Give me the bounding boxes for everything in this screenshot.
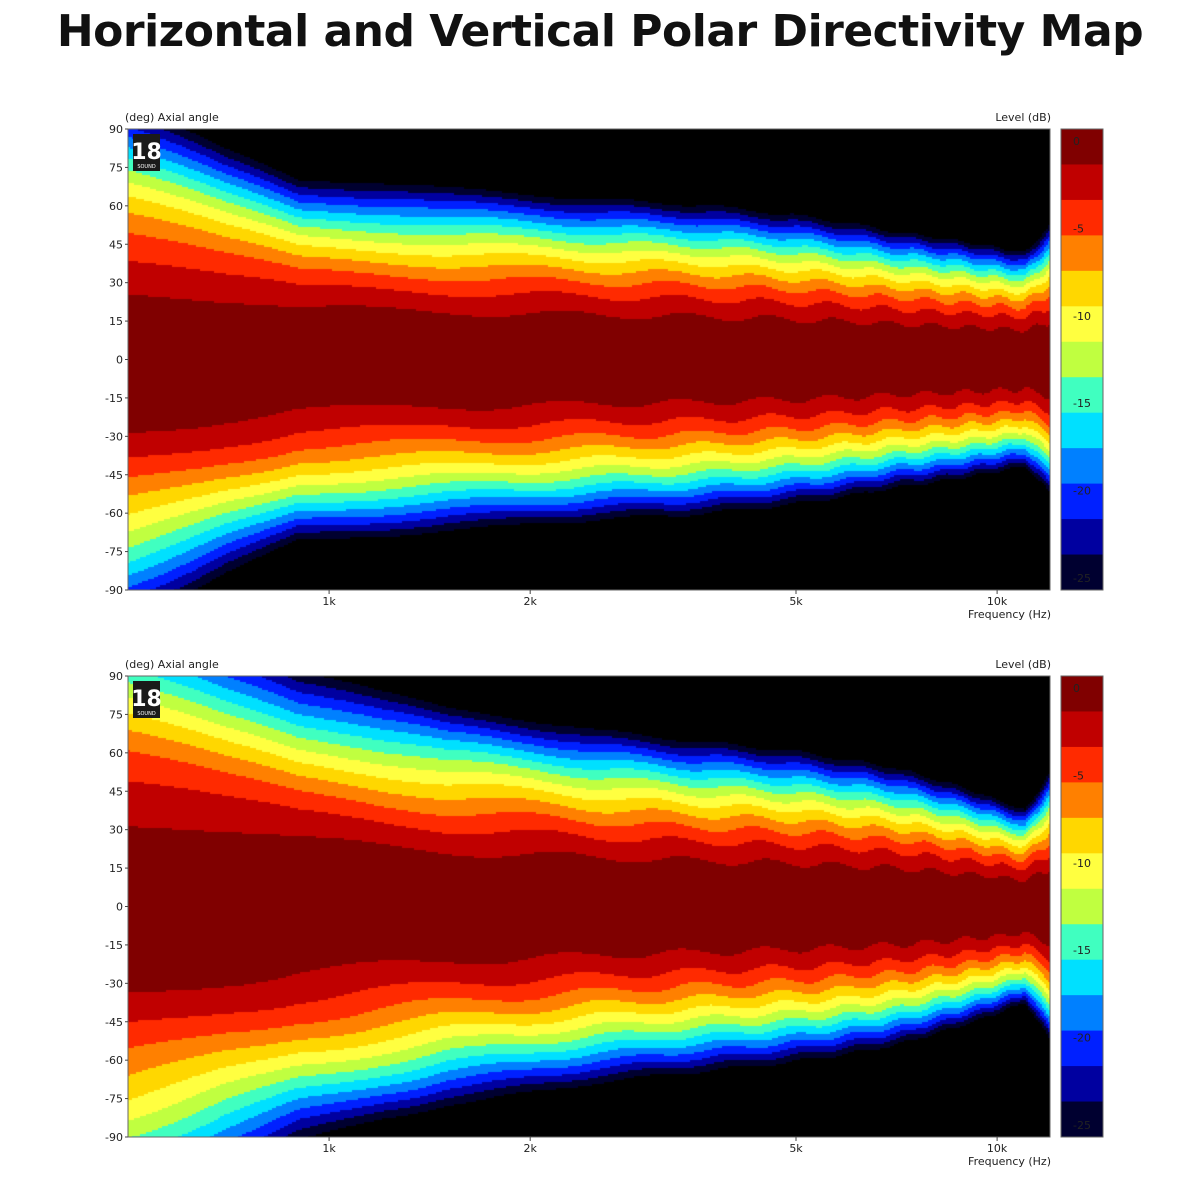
heatmap-plot-area: [128, 676, 1050, 1137]
logo-number: 18: [131, 687, 162, 712]
colorbar-tick-label: 0: [1073, 682, 1080, 695]
colorbar-segment: [1061, 412, 1103, 449]
colorbar-tick-label: -25: [1073, 1119, 1091, 1132]
colorbar-segment: [1061, 199, 1103, 236]
colorbar-tick-label: -10: [1073, 857, 1091, 870]
y-tick-label: 30: [109, 824, 123, 837]
x-tick-label: 2k: [523, 595, 537, 608]
colorbar-tick-label: -15: [1073, 397, 1091, 410]
colorbar-segment: [1061, 746, 1103, 783]
colorbar-segment: [1061, 377, 1103, 414]
colorbar-segment: [1061, 483, 1103, 520]
y-tick-label: -90: [105, 584, 123, 597]
x-tick-label: 1k: [322, 1142, 336, 1155]
x-tick-label: 5k: [789, 595, 803, 608]
x-tick-label: 10k: [987, 595, 1008, 608]
colorbar-tick-label: -20: [1073, 1032, 1091, 1045]
y-tick-label: 60: [109, 200, 123, 213]
heatmap-plot-area: [128, 129, 1050, 590]
colorbar-frame: [1060, 675, 1104, 1138]
colorbar-segment: [1061, 1066, 1103, 1103]
colorbar-segment: [1061, 554, 1103, 591]
y-tick-label: -15: [105, 392, 123, 405]
x-tick-label: 10k: [987, 1142, 1008, 1155]
colorbar-segment: [1061, 995, 1103, 1032]
y-tick-label: 75: [109, 161, 123, 174]
colorbar-frame: [1060, 128, 1104, 591]
colorbar-segment: [1061, 959, 1103, 996]
colorbar-segment: [1061, 164, 1103, 201]
y-tick-label: 90: [109, 670, 123, 683]
y-axis-title: (deg) Axial angle: [125, 658, 219, 671]
colorbar-segment: [1061, 888, 1103, 925]
colorbar-title: Level (dB): [995, 658, 1051, 671]
x-tick-label: 2k: [523, 1142, 537, 1155]
y-tick-label: 75: [109, 708, 123, 721]
y-tick-label: -45: [105, 1016, 123, 1029]
colorbar-segment: [1061, 448, 1103, 485]
y-tick-label: -90: [105, 1131, 123, 1144]
colorbar-tick-label: -15: [1073, 944, 1091, 957]
colorbar-segment: [1061, 129, 1103, 165]
x-tick-label: 1k: [322, 595, 336, 608]
logo-subtitle: SOUND: [137, 711, 156, 717]
directivity-map-horizontal: (deg) Axial angle Level (dB) 90 75 60 45 30 15 0…: [105, 111, 1104, 620]
colorbar-segment: [1061, 782, 1103, 819]
y-tick-label: -30: [105, 977, 123, 990]
colorbar-segment: [1061, 817, 1103, 854]
colorbar-tick-label: -10: [1073, 310, 1091, 323]
chart-panel-vertical: (deg) Axial angle Level (dB) 90 75 60 45 30 15 0…: [0, 647, 1200, 1167]
y-tick-label: 15: [109, 315, 123, 328]
y-tick-label: 90: [109, 123, 123, 136]
y-tick-label: 45: [109, 238, 123, 251]
logo-number: 18: [131, 140, 162, 165]
colorbar-segment: [1061, 306, 1103, 343]
y-tick-label: -75: [105, 1093, 123, 1106]
colorbar-segment: [1061, 235, 1103, 272]
colorbar-tick-label: -25: [1073, 572, 1091, 585]
page-title: Horizontal and Vertical Polar Directivit…: [56, 6, 1144, 57]
colorbar-tick-label: -20: [1073, 485, 1091, 498]
y-tick-label: -45: [105, 469, 123, 482]
colorbar-tick-label: 0: [1073, 135, 1080, 148]
x-tick-label: 5k: [789, 1142, 803, 1155]
y-tick-label: 15: [109, 862, 123, 875]
colorbar-tick-label: -5: [1073, 222, 1084, 235]
x-axis-title: Frequency (Hz): [968, 1155, 1051, 1167]
colorbar-segment: [1061, 1101, 1103, 1138]
y-tick-label: 0: [116, 901, 123, 914]
colorbar-tick-label: -5: [1073, 769, 1084, 782]
y-axis-title: (deg) Axial angle: [125, 111, 219, 124]
y-tick-label: -75: [105, 546, 123, 559]
y-tick-label: -15: [105, 939, 123, 952]
colorbar-segment: [1061, 270, 1103, 307]
colorbar-segment: [1061, 341, 1103, 378]
directivity-map-vertical: (deg) Axial angle Level (dB) 90 75 60 45 30 15 0…: [105, 658, 1104, 1167]
y-tick-label: -60: [105, 1054, 123, 1067]
y-tick-label: 60: [109, 747, 123, 760]
colorbar-segment: [1061, 924, 1103, 961]
colorbar-segment: [1061, 1030, 1103, 1067]
colorbar-segment: [1061, 711, 1103, 748]
x-axis-title: Frequency (Hz): [968, 608, 1051, 620]
colorbar-segment: [1061, 676, 1103, 712]
colorbar-segment: [1061, 519, 1103, 556]
y-tick-label: 0: [116, 354, 123, 367]
colorbar-title: Level (dB): [995, 111, 1051, 124]
y-tick-label: -30: [105, 430, 123, 443]
y-tick-label: 30: [109, 277, 123, 290]
chart-panel-horizontal: (deg) Axial angle Level (dB) 90 75 60 45 30 15 0…: [0, 100, 1200, 620]
colorbar-segment: [1061, 853, 1103, 890]
y-tick-label: -60: [105, 507, 123, 520]
y-tick-label: 45: [109, 785, 123, 798]
logo-subtitle: SOUND: [137, 164, 156, 170]
